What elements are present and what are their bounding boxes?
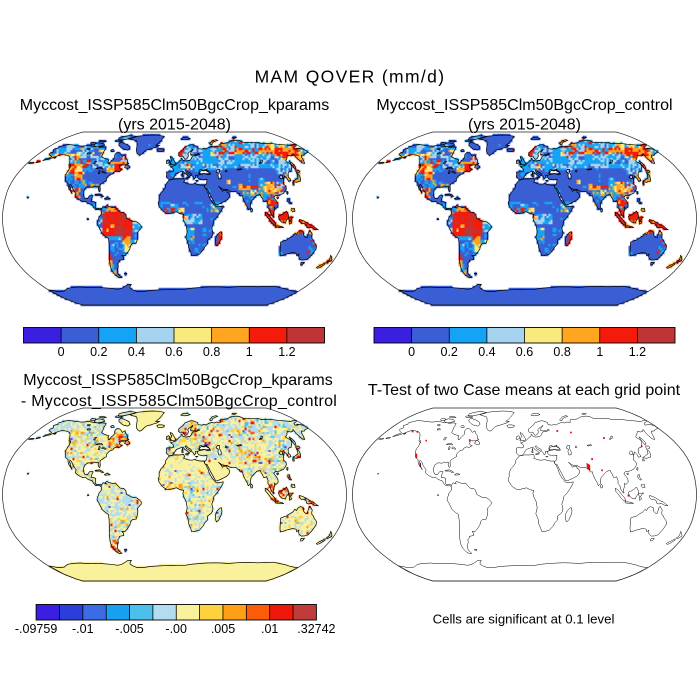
svg-text:Myccost_ISSP585Clm50BgcCrop_kp: Myccost_ISSP585Clm50BgcCrop_kparams (20, 97, 329, 114)
svg-text:MAM QOVER (mm/d): MAM QOVER (mm/d) (255, 67, 446, 87)
svg-text:1.2: 1.2 (629, 345, 646, 359)
svg-text:0: 0 (408, 345, 415, 359)
svg-text:0.4: 0.4 (478, 345, 495, 359)
svg-text:.01: .01 (261, 622, 278, 636)
svg-text:0.4: 0.4 (128, 345, 145, 359)
svg-text:0.2: 0.2 (90, 345, 107, 359)
svg-text:Myccost_ISSP585Clm50BgcCrop_co: Myccost_ISSP585Clm50BgcCrop_control (376, 97, 672, 114)
svg-text:1: 1 (596, 345, 603, 359)
svg-text:.32742: .32742 (297, 622, 335, 636)
svg-text:T-Test of two Case means at ea: T-Test of two Case means at each grid po… (368, 382, 681, 399)
svg-text:0.8: 0.8 (553, 345, 570, 359)
svg-text:0.6: 0.6 (165, 345, 182, 359)
svg-text:(yrs 2015-2048): (yrs 2015-2048) (468, 117, 581, 134)
svg-text:(yrs 2015-2048): (yrs 2015-2048) (118, 117, 231, 134)
svg-text:-.00: -.00 (165, 622, 187, 636)
svg-text:0.8: 0.8 (203, 345, 220, 359)
svg-text:0.6: 0.6 (516, 345, 533, 359)
svg-text:Cells are significant at 0.1 l: Cells are significant at 0.1 level (433, 612, 615, 627)
svg-text:- Myccost_ISSP585Clm50BgcCrop_: - Myccost_ISSP585Clm50BgcCrop_control (21, 393, 337, 410)
svg-text:Myccost_ISSP585Clm50BgcCrop_kp: Myccost_ISSP585Clm50BgcCrop_kparams (23, 372, 332, 389)
svg-text:0.2: 0.2 (441, 345, 458, 359)
svg-text:-.01: -.01 (72, 622, 94, 636)
svg-text:1: 1 (246, 345, 253, 359)
svg-text:0: 0 (58, 345, 65, 359)
svg-text:-.09759: -.09759 (15, 622, 57, 636)
svg-text:.005: .005 (211, 622, 235, 636)
svg-text:-.005: -.005 (115, 622, 144, 636)
svg-text:1.2: 1.2 (278, 345, 295, 359)
